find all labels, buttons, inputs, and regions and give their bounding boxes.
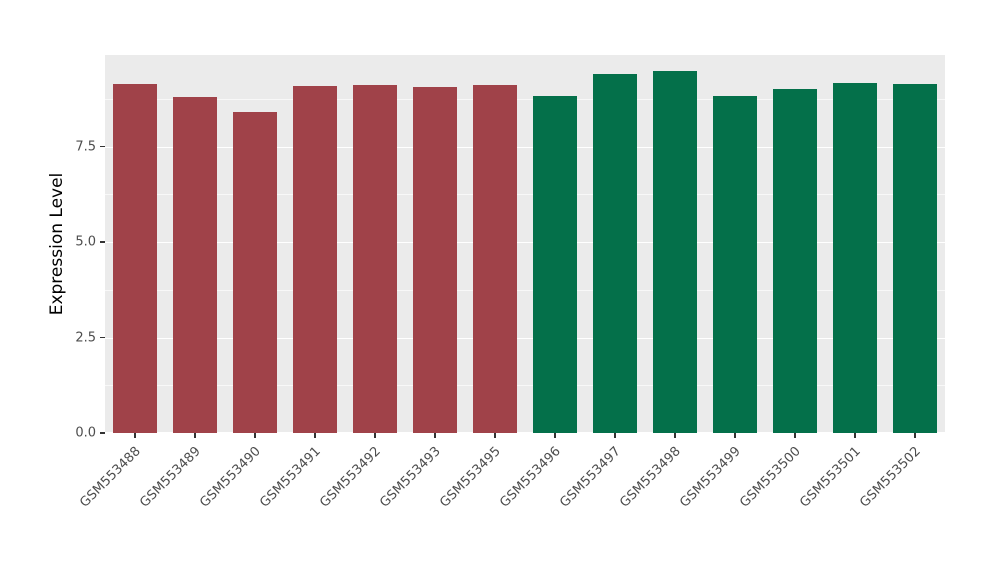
gridline-minor bbox=[105, 289, 945, 291]
gridline-minor bbox=[105, 385, 945, 387]
x-tick-mark bbox=[434, 433, 436, 438]
bar-GSM553496 bbox=[533, 96, 577, 433]
gridline-minor bbox=[105, 98, 945, 100]
x-tick-label-GSM553493: GSM553493 bbox=[377, 444, 444, 511]
bar-GSM553500 bbox=[773, 89, 817, 433]
bar-GSM553492 bbox=[353, 84, 397, 433]
x-tick-label-GSM553489: GSM553489 bbox=[137, 444, 204, 511]
y-tick-label: 5.0 bbox=[75, 234, 96, 250]
x-tick-label-GSM553501: GSM553501 bbox=[797, 444, 864, 511]
x-tick-mark bbox=[134, 433, 136, 438]
x-tick-mark bbox=[674, 433, 676, 438]
x-tick-label-GSM553495: GSM553495 bbox=[437, 444, 504, 511]
x-tick-mark bbox=[194, 433, 196, 438]
gridline-major bbox=[105, 337, 945, 339]
x-tick-label-GSM553492: GSM553492 bbox=[317, 444, 384, 511]
x-tick-label-GSM553497: GSM553497 bbox=[557, 444, 624, 511]
bar-GSM553498 bbox=[653, 71, 697, 433]
x-tick-mark bbox=[254, 433, 256, 438]
gridline-minor bbox=[105, 194, 945, 196]
y-tick-mark bbox=[100, 145, 105, 148]
y-tick-label: 7.5 bbox=[75, 139, 96, 155]
bar-GSM553491 bbox=[293, 85, 337, 433]
bar-GSM553499 bbox=[713, 96, 757, 433]
bar-GSM553488 bbox=[113, 83, 157, 433]
bar-GSM553493 bbox=[413, 87, 457, 433]
bar-GSM553501 bbox=[833, 82, 877, 433]
x-tick-label-GSM553502: GSM553502 bbox=[857, 444, 924, 511]
bar-GSM553495 bbox=[473, 84, 517, 433]
x-tick-label-GSM553500: GSM553500 bbox=[737, 444, 804, 511]
bar-GSM553502 bbox=[893, 83, 937, 433]
y-tick-label: 0.0 bbox=[75, 425, 96, 441]
y-tick-mark bbox=[100, 336, 105, 339]
y-tick-mark bbox=[100, 432, 105, 434]
x-tick-label-GSM553491: GSM553491 bbox=[257, 444, 324, 511]
x-tick-mark bbox=[794, 433, 796, 438]
x-tick-label-GSM553490: GSM553490 bbox=[197, 444, 264, 511]
x-tick-label-GSM553488: GSM553488 bbox=[77, 444, 144, 511]
x-tick-mark bbox=[554, 433, 556, 438]
bar-GSM553489 bbox=[173, 97, 217, 433]
bar-GSM553490 bbox=[233, 111, 277, 433]
gridline-major bbox=[105, 146, 945, 149]
x-tick-mark bbox=[614, 433, 616, 438]
x-tick-mark bbox=[314, 433, 316, 438]
gridline-major bbox=[105, 242, 945, 244]
x-tick-mark bbox=[914, 433, 916, 438]
x-tick-label-GSM553496: GSM553496 bbox=[497, 444, 564, 511]
x-tick-mark bbox=[494, 433, 496, 438]
y-tick-label: 2.5 bbox=[75, 330, 96, 346]
gridline-major bbox=[105, 431, 945, 433]
y-tick-mark bbox=[100, 241, 105, 243]
x-tick-mark bbox=[854, 433, 856, 438]
bar-GSM553497 bbox=[593, 74, 637, 433]
x-tick-mark bbox=[374, 433, 376, 438]
x-tick-label-GSM553498: GSM553498 bbox=[617, 444, 684, 511]
x-tick-mark bbox=[734, 433, 736, 438]
plot-panel bbox=[105, 55, 945, 433]
x-tick-label-GSM553499: GSM553499 bbox=[677, 444, 744, 511]
